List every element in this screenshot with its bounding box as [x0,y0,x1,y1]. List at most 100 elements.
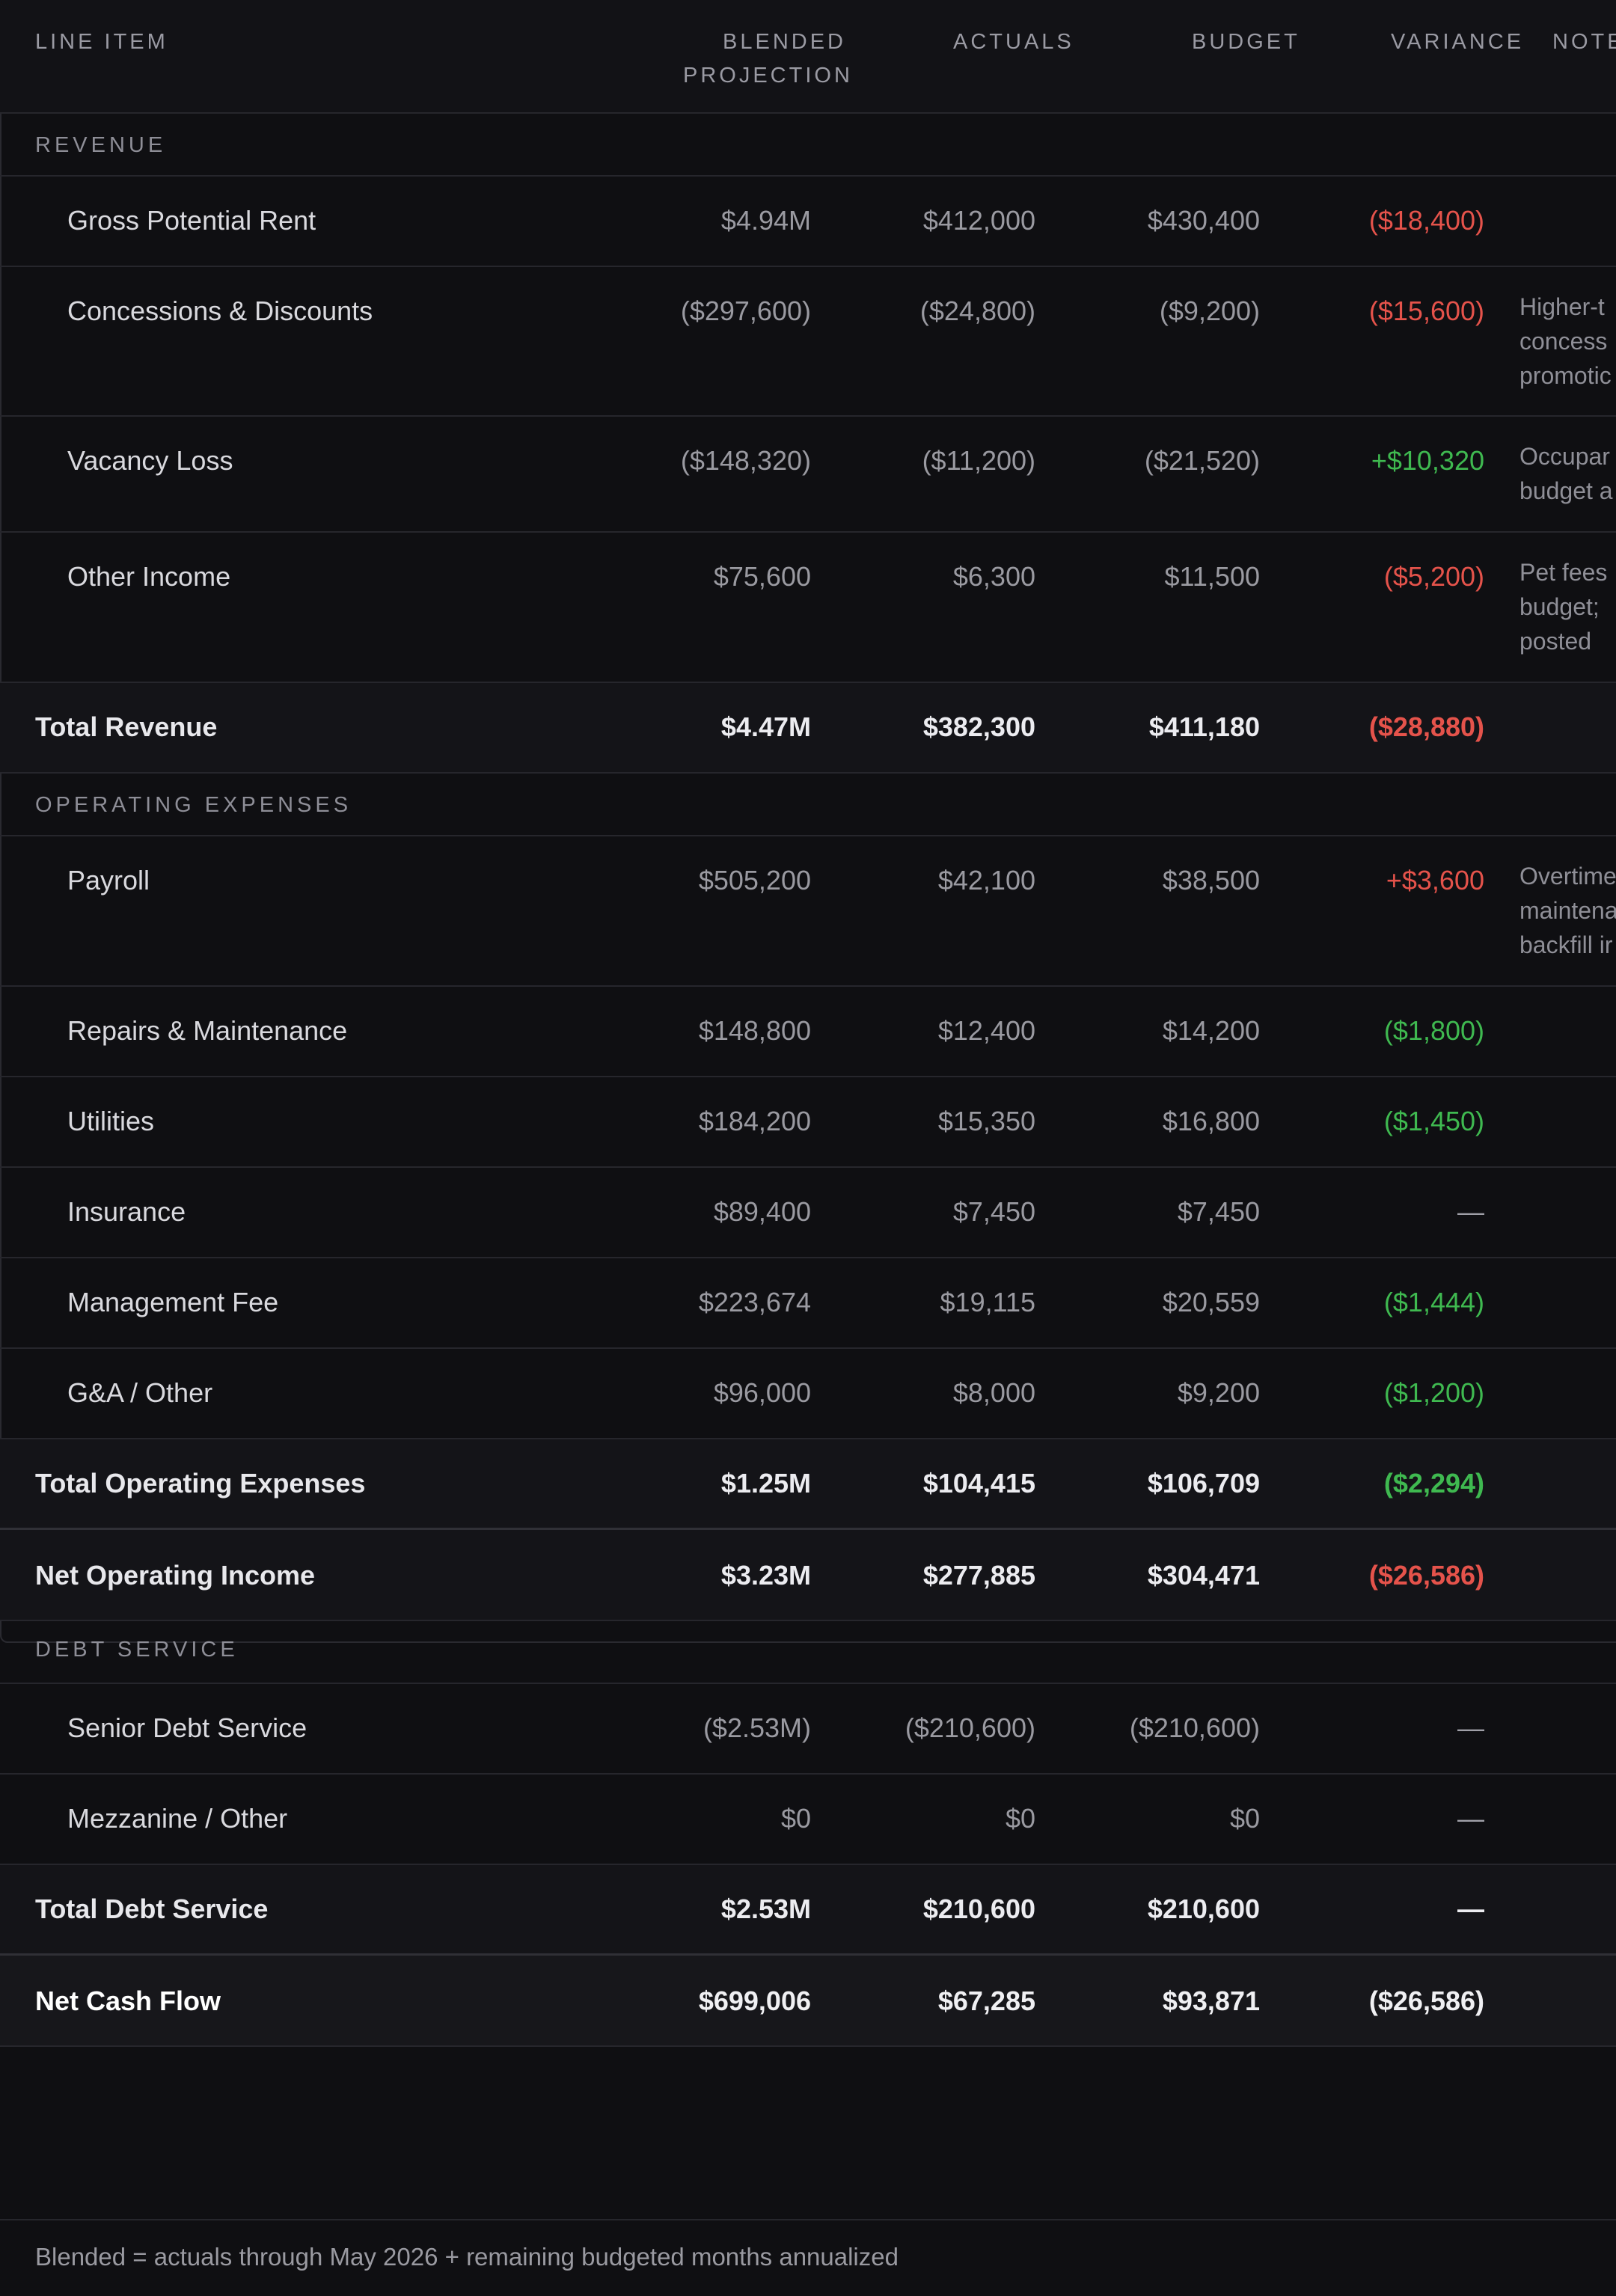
note-line: Overtime [1519,863,1616,890]
cell-budget: $0 [1229,1803,1260,1834]
row-label: Repairs & Maintenance [67,1015,348,1046]
cell-variance: ($26,586) [1368,1986,1484,2016]
cell-budget: $304,471 [1147,1560,1260,1591]
table-row-management-fee[interactable]: Management Fee $223,674 $19,115 $20,559 … [0,1258,1616,1349]
row-label: Gross Potential Rent [67,205,316,236]
table-row-net-cash-flow[interactable]: Net Cash Flow $699,006 $67,285 $93,871 (… [0,1956,1616,2047]
cell-blended: $3.23M [720,1560,811,1591]
table-row-total-debt-service[interactable]: Total Debt Service $2.53M $210,600 $210,… [0,1865,1616,1956]
cell-variance: ($1,200) [1383,1377,1484,1408]
cell-budget: $93,871 [1162,1986,1260,2016]
cell-variance: ($18,400) [1368,205,1484,236]
cell-note: Occupar budget a [1519,439,1613,508]
row-label: Net Operating Income [35,1560,316,1591]
cell-blended: $2.53M [720,1894,811,1924]
cell-budget: $106,709 [1147,1468,1260,1498]
cell-blended: $148,800 [698,1015,811,1046]
table-row-utilities[interactable]: Utilities $184,200 $15,350 $16,800 ($1,4… [0,1077,1616,1168]
cell-variance: ($1,450) [1383,1106,1484,1136]
cell-variance: ($15,600) [1368,296,1484,326]
cell-actuals: $0 [1005,1803,1035,1834]
column-header-actuals[interactable]: ACTUALS [953,30,1074,54]
table-row-mezzanine-other[interactable]: Mezzanine / Other $0 $0 $0 — [0,1775,1616,1865]
note-line: Pet fees [1519,559,1608,586]
cell-blended: $699,006 [698,1986,811,2016]
cell-budget: ($21,520) [1144,445,1260,476]
cell-variance: — [1457,1196,1484,1227]
row-label: Total Debt Service [35,1894,269,1924]
section-title: REVENUE [35,133,167,157]
table-row-total-operating-expenses[interactable]: Total Operating Expenses $1.25M $104,415… [0,1439,1616,1530]
cell-blended: $1.25M [720,1468,811,1498]
row-label: Total Operating Expenses [35,1468,366,1498]
column-header-variance[interactable]: VARIANCE [1391,30,1525,54]
cell-blended: $4.94M [720,205,811,236]
table-row-insurance[interactable]: Insurance $89,400 $7,450 $7,450 — [0,1168,1616,1258]
cell-budget: $16,800 [1162,1106,1260,1136]
cell-budget: $210,600 [1147,1894,1260,1924]
cell-blended: $96,000 [713,1377,811,1408]
cell-variance: ($5,200) [1383,561,1484,592]
cell-variance: ($1,444) [1383,1287,1484,1317]
note-line: backfill ir [1519,931,1613,958]
cell-budget: $7,450 [1177,1196,1260,1227]
cell-actuals: $6,300 [952,561,1035,592]
note-line: posted [1519,628,1592,655]
cell-actuals: $382,300 [922,711,1035,742]
table-row-total-revenue[interactable]: Total Revenue $4.47M $382,300 $411,180 (… [0,683,1616,774]
table-row-ga-other[interactable]: G&A / Other $96,000 $8,000 $9,200 ($1,20… [0,1349,1616,1439]
cell-variance: — [1457,1894,1484,1924]
cell-actuals: $412,000 [922,205,1035,236]
cell-note: Overtime maintena backfill ir [1519,859,1616,962]
note-line: Occupar [1519,443,1610,470]
note-line: budget; [1519,593,1600,620]
row-label: Vacancy Loss [67,445,233,476]
cell-blended: $184,200 [698,1106,811,1136]
column-header-blended-line2: PROJECTION [683,64,853,88]
cell-actuals: $277,885 [922,1560,1035,1591]
cell-actuals: ($11,200) [922,445,1035,476]
cell-note: Higher-t concess promotic [1519,290,1612,393]
row-label: Management Fee [67,1287,279,1317]
footnote: Blended = actuals through May 2026 + rem… [35,2243,899,2271]
cell-variance: ($2,294) [1383,1468,1484,1498]
row-label: Senior Debt Service [67,1712,307,1743]
table-row-senior-debt-service[interactable]: Senior Debt Service ($2.53M) ($210,600) … [0,1684,1616,1775]
table-row-vacancy-loss[interactable]: Vacancy Loss ($148,320) ($11,200) ($21,5… [0,417,1616,533]
table-row-net-operating-income[interactable]: Net Operating Income $3.23M $277,885 $30… [0,1530,1616,1621]
cell-actuals: $7,450 [952,1196,1035,1227]
table-row-other-income[interactable]: Other Income $75,600 $6,300 $11,500 ($5,… [0,533,1616,683]
cell-budget: $38,500 [1162,865,1260,896]
column-header-budget[interactable]: BUDGET [1192,30,1300,54]
table-row-gross-potential-rent[interactable]: Gross Potential Rent $4.94M $412,000 $43… [0,177,1616,267]
cell-actuals: $42,100 [937,865,1035,896]
column-header-notes[interactable]: NOTE [1552,30,1616,54]
table-row-payroll[interactable]: Payroll $505,200 $42,100 $38,500 +$3,600… [0,836,1616,987]
cell-variance: ($1,800) [1383,1015,1484,1046]
row-label: Total Revenue [35,711,218,742]
cell-blended: $89,400 [713,1196,811,1227]
cell-blended: $0 [780,1803,811,1834]
note-line: promotic [1519,362,1612,389]
row-label: Other Income [67,561,231,592]
cell-budget: $14,200 [1162,1015,1260,1046]
footer-divider [0,2219,1616,2220]
table-row-repairs-maintenance[interactable]: Repairs & Maintenance $148,800 $12,400 $… [0,987,1616,1077]
cell-variance: ($28,880) [1368,711,1484,742]
column-header-line-item[interactable]: LINE ITEM [35,30,168,54]
row-label: G&A / Other [67,1377,213,1408]
note-line: budget a [1519,477,1613,504]
cell-actuals: ($24,800) [919,296,1035,326]
cell-actuals: ($210,600) [905,1712,1035,1743]
note-line: concess [1519,328,1608,355]
cell-actuals: $12,400 [937,1015,1035,1046]
cell-budget: $20,559 [1162,1287,1260,1317]
cell-blended: $223,674 [698,1287,811,1317]
cell-variance: ($26,586) [1368,1560,1484,1591]
cell-blended: $505,200 [698,865,811,896]
cell-note: Pet fees budget; posted [1519,555,1607,658]
table-row-concessions[interactable]: Concessions & Discounts ($297,600) ($24,… [0,267,1616,417]
cell-variance: +$10,320 [1371,445,1484,476]
cell-blended: ($2.53M) [703,1712,811,1743]
column-header-blended[interactable]: BLENDED PROJECTION [683,25,850,93]
